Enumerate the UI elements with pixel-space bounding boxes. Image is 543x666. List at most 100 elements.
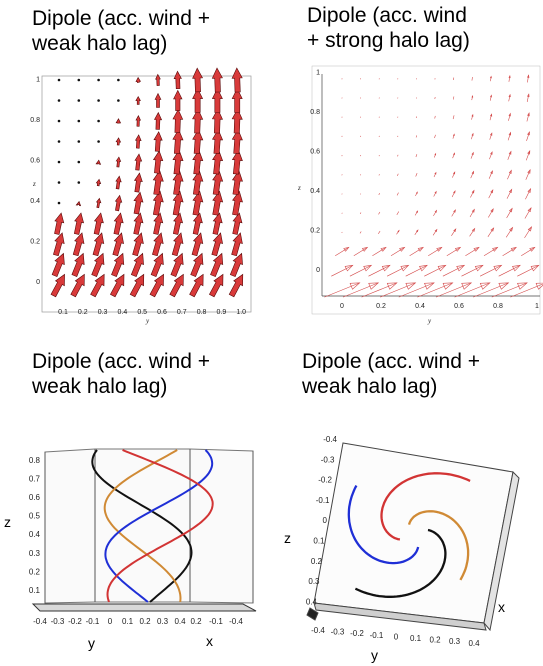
panel-2-arrow xyxy=(434,115,436,119)
panel-1-arrow xyxy=(231,232,243,257)
panel-4-ytick: 0.2 xyxy=(429,636,441,645)
panel-1-arrow xyxy=(155,73,161,86)
panel-1-arrow xyxy=(97,140,100,143)
panel-4-ztick: -0.2 xyxy=(318,476,332,485)
panel-2-arrow xyxy=(415,191,418,197)
panel-1-arrow xyxy=(211,108,223,134)
panel-1-arrow xyxy=(192,108,204,134)
panel-1-arrow xyxy=(57,78,61,82)
panel-2-arrow xyxy=(510,282,543,298)
panel-2-arrow xyxy=(524,226,533,239)
panel-4-ztick: 0.3 xyxy=(308,577,320,586)
panel-2-arrow xyxy=(469,227,476,237)
panel-2-arrow xyxy=(434,152,437,158)
panel-1-arrow xyxy=(53,232,65,257)
panel-1-arrow xyxy=(172,190,184,216)
panel-2-arrow xyxy=(434,134,436,139)
panel-3-axis-z: z xyxy=(4,514,11,530)
panel-2-ticks: 0 0.2 0.4 0.6 0.8 1 0 0.2 0.4 0.6 0.8 1 xyxy=(310,70,539,311)
panel-2-arrow xyxy=(378,230,381,234)
panel-4-ytick: -0.4 xyxy=(311,626,325,635)
panel-2-xtick: 0.8 xyxy=(493,303,503,310)
panel-1-arrow xyxy=(231,128,243,155)
panel-2-arrow xyxy=(508,112,511,121)
panel-4-ztick: -0.1 xyxy=(316,496,330,505)
panel-2-arrow xyxy=(331,264,354,277)
panel-1-arrow xyxy=(75,200,82,207)
panel-2-arrow xyxy=(471,76,473,81)
panel-1-arrow xyxy=(92,232,105,257)
panel-1-arrow xyxy=(150,252,164,277)
panel-4-ztick: 0 xyxy=(323,516,328,525)
panel-2-arrow xyxy=(524,207,532,219)
panel-1-arrow xyxy=(172,108,184,133)
panel-3-ytick: 0.2 xyxy=(139,617,151,626)
panel-2-arrow xyxy=(432,228,438,236)
panel-1-arrow xyxy=(117,99,120,102)
panel-1-xtick: 0.4 xyxy=(118,309,128,316)
panel-1-arrow xyxy=(192,128,204,155)
panel-4-curve-blue xyxy=(347,485,420,565)
panel-1-arrow xyxy=(231,67,243,93)
panel-2-arrow xyxy=(378,174,380,176)
panel-1-arrow xyxy=(208,273,224,298)
panel-2-arrow xyxy=(452,152,455,159)
panel-1-xlabel: y xyxy=(145,317,150,325)
panel-4-curves xyxy=(347,472,471,598)
panel-3-ytick: 0.4 xyxy=(174,617,186,626)
panel-2-vector-field xyxy=(324,74,543,298)
panel-2-arrow xyxy=(526,131,530,141)
panel-2-xtick: 0.6 xyxy=(454,303,464,310)
panel-1-arrow xyxy=(57,201,61,205)
panel-2-ytick: 0 xyxy=(316,267,320,274)
panel-2-arrow xyxy=(469,208,475,218)
panel-1-arrow xyxy=(172,169,184,196)
panel-3-xtick: -0.4 xyxy=(229,617,243,626)
panel-2-arrow xyxy=(396,229,400,235)
panel-2-arrow xyxy=(452,133,455,139)
panel-2-arrow xyxy=(433,209,438,217)
panel-1-arrow xyxy=(97,99,100,102)
panel-2-arrow xyxy=(359,212,362,214)
panel-1-arrow xyxy=(232,190,243,216)
panel-4-title: Dipole (acc. wind + weak halo lag) xyxy=(302,350,480,398)
panel-1-arrow xyxy=(149,273,164,298)
panel-2-arrow xyxy=(489,94,492,101)
panel-1-arrow xyxy=(113,212,124,235)
panel-4-ztick: 0.2 xyxy=(311,557,323,566)
panel-1-xtick: 0.2 xyxy=(78,309,88,316)
panel-2-arrow xyxy=(508,93,511,102)
panel-1-arrow xyxy=(95,159,102,165)
panel-2-arrow xyxy=(341,231,343,233)
panel-1-arrow xyxy=(109,273,125,298)
panel-1-arrow xyxy=(112,232,124,257)
panel-1-arrow xyxy=(153,131,163,152)
panel-2-arrow xyxy=(451,209,456,217)
panel-4-ytick: 0.3 xyxy=(449,637,461,646)
panel-2-xlabel: y xyxy=(427,317,432,325)
panel-2-arrow xyxy=(488,189,494,199)
panel-3-ytick: 0.3 xyxy=(157,617,169,626)
panel-3-ytick: -0.1 xyxy=(86,617,100,626)
panel-2-ytick: 0.2 xyxy=(310,228,320,235)
panel-1-arrow xyxy=(129,273,145,298)
panel-1-arrow xyxy=(77,99,81,102)
panel-1-arrow xyxy=(70,273,85,298)
panel-1-ytick: 0.2 xyxy=(30,239,40,246)
panel-1-arrow xyxy=(152,150,164,174)
panel-1-arrow xyxy=(192,67,203,93)
panel-1-arrow xyxy=(210,252,224,277)
panel-2-arrow xyxy=(396,211,400,216)
panel-1-ytick: 0.4 xyxy=(30,198,40,205)
panel-1-arrow xyxy=(130,252,144,277)
panel-2-ytick: 0.4 xyxy=(310,188,320,195)
panel-4-ztick: 0.4 xyxy=(306,597,318,606)
panel-2-arrow xyxy=(525,188,532,200)
panel-2-xtick: 1 xyxy=(535,303,539,310)
panel-2-arrow xyxy=(415,135,417,138)
panel-2-arrow xyxy=(471,113,474,120)
panel-2-arrow xyxy=(398,282,435,298)
panel-1-arrow xyxy=(91,252,105,277)
panel-1-arrow xyxy=(135,76,142,83)
panel-2-arrow xyxy=(417,282,454,298)
